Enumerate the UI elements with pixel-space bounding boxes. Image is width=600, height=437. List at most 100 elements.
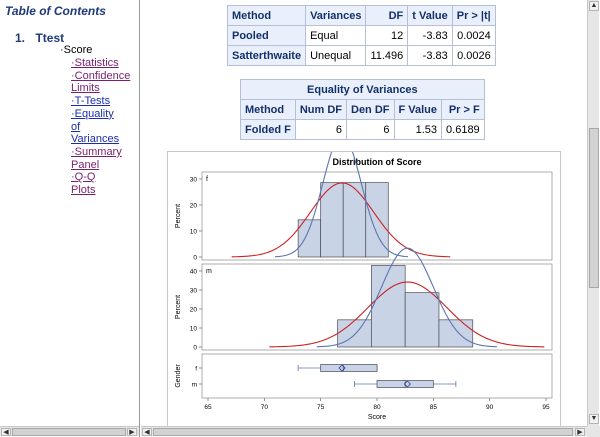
table-row: Pooled Equal 12 -3.83 0.0024 [226, 25, 496, 46]
scroll-right-icon[interactable]: ▶ [575, 428, 585, 436]
boxplot-mean-marker [403, 380, 411, 388]
toc-link[interactable]: of [71, 120, 81, 133]
ttests-header-cell: DF [365, 5, 409, 26]
kernel-curve [316, 247, 498, 348]
toc-link[interactable]: ·T-Tests [71, 95, 111, 108]
toc-item-number: 1. [15, 31, 26, 45]
histogram-bar [365, 182, 389, 258]
y-tick-label: 40 [190, 269, 198, 276]
toc-frame: Table of Contents 1. Ttest ·Score ·Stati… [0, 0, 140, 437]
x-tick-label: 65 [204, 404, 212, 411]
ttests-header-cell: Method [226, 5, 307, 26]
toc-horizontal-scrollbar[interactable]: ◀ ▶ [0, 426, 139, 436]
toc-link[interactable]: Panel [71, 158, 100, 171]
toc-item-ttest[interactable]: 1. Ttest [15, 29, 64, 47]
table-cell: 6 [346, 119, 395, 140]
table-cell: Equal [305, 25, 367, 46]
toc-link[interactable]: ·Equality [71, 107, 114, 120]
table-cell: 0.6189 [441, 119, 485, 140]
toc-link[interactable]: Limits [71, 82, 100, 95]
row-header-cell: Pooled [226, 25, 307, 46]
scroll-right-icon[interactable]: ▶ [127, 428, 137, 436]
table-cell: 6 [294, 119, 348, 140]
toc-sub-bullet: · [60, 44, 64, 56]
chart-title: Distribution of Score [332, 157, 421, 167]
main-vscroll-thumb[interactable] [589, 128, 599, 288]
scrollbar-corner [587, 426, 600, 437]
scroll-up-icon[interactable]: ▲ [589, 1, 599, 11]
main-vertical-scrollbar[interactable]: ▲ ▼ [587, 0, 599, 426]
main-hscroll-thumb[interactable] [153, 428, 573, 436]
table-row: Folded F 6 6 1.53 0.6189 [240, 119, 485, 140]
toc-sub-score: ·Score [60, 44, 92, 56]
equality-header-cell: Num DF [294, 99, 348, 120]
histogram-bar [371, 265, 406, 348]
ttests-header-cell: t Value [407, 5, 453, 26]
boxplot-frame [201, 353, 553, 399]
histogram-bar [342, 182, 367, 258]
x-tick-label: 80 [373, 404, 381, 411]
normal-curve [269, 281, 545, 348]
main-horizontal-scrollbar[interactable]: ◀ ▶ [141, 426, 587, 436]
table-cell: Unequal [305, 45, 367, 66]
toc-link[interactable]: ·Confidence [71, 69, 131, 82]
boxplot-mean-marker [338, 364, 346, 372]
table-cell: -3.83 [407, 45, 453, 66]
toc-link[interactable]: Variances [71, 133, 120, 146]
toc-link[interactable]: Plots [71, 184, 96, 196]
y-axis-label: Percent [175, 295, 182, 319]
x-tick-label: 95 [542, 404, 550, 411]
scroll-left-icon[interactable]: ◀ [142, 428, 152, 436]
row-header-cell: Satterthwaite [226, 45, 307, 66]
boxplot-y-label: Gender [175, 364, 182, 388]
row-header-cell: Folded F [240, 119, 296, 140]
histogram-bar [438, 319, 474, 348]
equality-header-cell: F Value [393, 99, 443, 120]
toc-link[interactable]: ·Statistics [71, 57, 119, 69]
ttests-table: Method Variances DF t Value Pr > |t| Pooled E… [226, 5, 496, 66]
x-tick-label: 90 [486, 404, 494, 411]
equality-of-variances-table: Equality of Variances Method Num DF Den DF… [240, 79, 485, 140]
equality-header-cell: Pr > F [441, 99, 485, 120]
toc-sub-label: Score [63, 44, 93, 56]
x-tick-label: 85 [430, 404, 438, 411]
boxplot-box [320, 364, 378, 372]
y-tick-label: 20 [190, 203, 198, 210]
x-axis-label: Score [368, 414, 386, 421]
panel-label: f [206, 176, 208, 183]
y-tick-label: 30 [190, 288, 198, 295]
y-tick-label: 20 [190, 307, 198, 314]
y-tick-label: 10 [190, 229, 198, 236]
y-tick-label: 0 [193, 255, 197, 262]
table-cell: 0.0026 [451, 45, 496, 66]
table-cell: 12 [365, 25, 409, 46]
toc-link[interactable]: ·Summary [71, 145, 122, 158]
table-row: Satterthwaite Unequal 11.496 -3.83 0.0026 [226, 45, 496, 66]
panel-label: m [206, 268, 212, 275]
toc-scroll-thumb[interactable] [12, 428, 126, 436]
ttests-header-cell: Variances [305, 5, 367, 26]
y-axis-label: Percent [175, 204, 182, 228]
table-cell: 1.53 [393, 119, 443, 140]
scroll-left-icon[interactable]: ◀ [1, 428, 11, 436]
toc-item-label: Ttest [35, 31, 65, 45]
scroll-down-icon[interactable]: ▼ [589, 414, 599, 424]
equality-caption: Equality of Variances [240, 79, 485, 100]
y-tick-label: 0 [193, 345, 197, 352]
table-cell: -3.83 [407, 25, 453, 46]
boxplot-group-label: m [192, 382, 197, 389]
ttests-header-cell: Pr > |t| [451, 5, 496, 26]
toc-link[interactable]: ·Q-Q [71, 171, 96, 184]
distribution-chart-svg: Distribution of Score f 0 10 20 30 Percent m 0 10… [175, 134, 553, 421]
distribution-graph: Distribution of Score f 0 10 20 30 Percent m 0 10… [167, 134, 561, 427]
y-tick-label: 10 [190, 326, 198, 333]
equality-header-cell: Den DF [346, 99, 395, 120]
histogram-bar [404, 292, 440, 348]
toc-title: Table of Contents [5, 4, 106, 18]
boxplot-group-label: f [195, 366, 197, 373]
y-tick-label: 30 [190, 177, 198, 184]
table-cell: 0.0024 [451, 25, 496, 46]
table-cell: 11.496 [365, 45, 409, 66]
x-tick-label: 70 [261, 404, 269, 411]
equality-header-cell: Method [240, 99, 296, 120]
